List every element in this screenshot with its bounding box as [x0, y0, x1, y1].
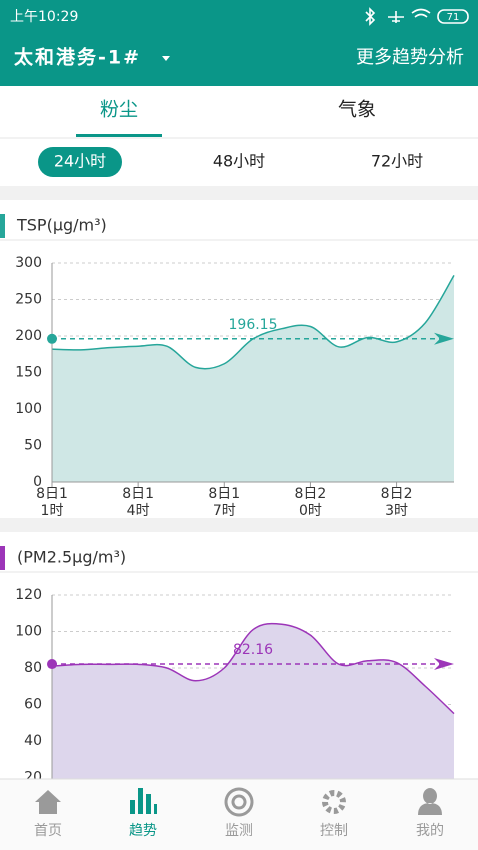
gap: [0, 518, 478, 532]
area: [52, 623, 454, 779]
y-tick-label: 300: [15, 255, 42, 271]
nav-label[interactable]: 首页: [34, 823, 62, 839]
y-tick-label: 40: [24, 733, 42, 749]
average-start: [47, 659, 57, 670]
y-tick-label: 60: [24, 697, 42, 713]
y-tick-label: 100: [15, 401, 42, 417]
y-tick-label: 250: [15, 292, 42, 308]
nav-label[interactable]: 趋势: [129, 823, 157, 839]
icon-trend: [130, 788, 157, 814]
nav-item[interactable]: 我的: [416, 788, 444, 839]
bottom-nav: 首页 趋势 监测 控制 我的: [0, 778, 478, 850]
site-selector[interactable]: 太和港务-1#: [14, 46, 141, 69]
x-tick-label: 8日2: [295, 486, 327, 502]
x-tick-label: 7时: [213, 503, 236, 519]
x-tick-label: 8日2: [381, 486, 413, 502]
y-tick-label: 100: [15, 624, 42, 640]
nav-label[interactable]: 控制: [320, 823, 348, 839]
status-time: 上午10:29: [10, 9, 78, 25]
area: [52, 275, 454, 482]
battery-level: 71: [447, 12, 460, 23]
average-label: 196.15: [229, 317, 278, 333]
time-range[interactable]: 48小时: [213, 152, 265, 171]
tab[interactable]: 气象: [338, 99, 376, 121]
tab-indicator: [76, 134, 162, 137]
plot: 0 50 100 150 200 250 300 196.15: [15, 255, 455, 490]
average-label: 82.16: [233, 642, 273, 658]
x-tick-label: 3时: [385, 503, 408, 519]
icon-home: [35, 790, 61, 814]
status-icons: [365, 7, 469, 26]
title-accent: [0, 546, 5, 570]
nav-item[interactable]: 首页: [34, 790, 62, 839]
y-tick-label: 80: [24, 660, 42, 676]
time-range[interactable]: 24小时: [54, 152, 106, 171]
x-tick-label: 4时: [127, 503, 150, 519]
average-start: [47, 333, 57, 344]
x-tick-label: 8日1: [122, 486, 154, 502]
icon-profile: [418, 788, 442, 815]
y-tick-label: 50: [24, 438, 42, 454]
nav-item[interactable]: 趋势: [129, 788, 157, 839]
tab[interactable]: 粉尘: [100, 99, 138, 121]
app-bar: [0, 0, 478, 86]
y-tick-label: 120: [15, 587, 42, 603]
icon-control: [322, 790, 346, 814]
plot: 20 40 60 80 100 120 82.16: [15, 587, 455, 786]
icon-monitor: [224, 787, 254, 817]
nav-label[interactable]: 我的: [416, 823, 444, 839]
average-arrow: [434, 658, 454, 671]
nav-item[interactable]: 监测: [224, 787, 254, 839]
x-tick-label: 1时: [41, 503, 64, 519]
dropdown-caret[interactable]: [162, 56, 170, 61]
y-tick-label: 200: [15, 328, 42, 344]
range-pill[interactable]: [38, 147, 122, 177]
nav-item[interactable]: 控制: [320, 790, 348, 839]
x-tick-label: 8日1: [36, 486, 68, 502]
nav-label[interactable]: 监测: [225, 823, 253, 839]
chart: TSP(μg/m³)050100150200250300196.158日11时8…: [0, 214, 478, 519]
x-tick-label: 0时: [299, 503, 322, 519]
time-range[interactable]: 72小时: [371, 152, 423, 171]
gap: [0, 186, 478, 200]
y-tick-label: 150: [15, 365, 42, 381]
content: 粉尘 气象 24小时 48小时 72小时 TSP(μg/m³) 0 50 100 150 200 25…: [0, 99, 478, 786]
chart-title: (PM2.5μg/m³): [17, 548, 126, 567]
title-accent: [0, 214, 5, 238]
average-arrow: [434, 332, 454, 345]
y-tick-label: 0: [33, 474, 42, 490]
chart-title: TSP(μg/m³): [16, 216, 107, 235]
x-tick-label: 8日1: [208, 486, 240, 502]
more-analysis[interactable]: 更多趋势分析: [356, 47, 464, 68]
chart: (PM2.5μg/m³) 20 40 60 80 100 120 82.16: [0, 546, 478, 786]
y-tick-label: 20: [24, 770, 42, 786]
